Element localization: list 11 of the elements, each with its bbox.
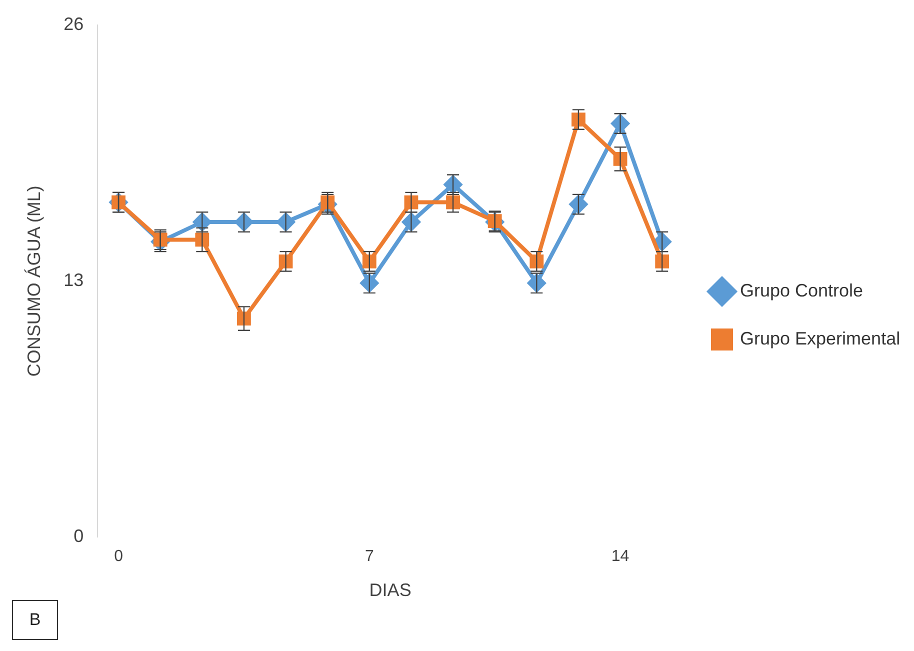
x-tick-label: 7 xyxy=(364,548,374,566)
x-tick-label: 0 xyxy=(114,548,124,566)
x-tick-label: 14 xyxy=(611,548,630,566)
y-tick-label: 0 xyxy=(74,526,84,546)
y-tick-label: 26 xyxy=(64,14,84,34)
x-axis-title: DIAS xyxy=(369,580,412,600)
legend-label: Grupo Controle xyxy=(740,280,864,300)
y-axis-title: CONSUMO ÁGUA (ML) xyxy=(24,186,44,377)
y-tick-label: 13 xyxy=(64,270,84,290)
text: B xyxy=(12,600,58,640)
legend-label: Grupo Experimental xyxy=(740,328,900,348)
